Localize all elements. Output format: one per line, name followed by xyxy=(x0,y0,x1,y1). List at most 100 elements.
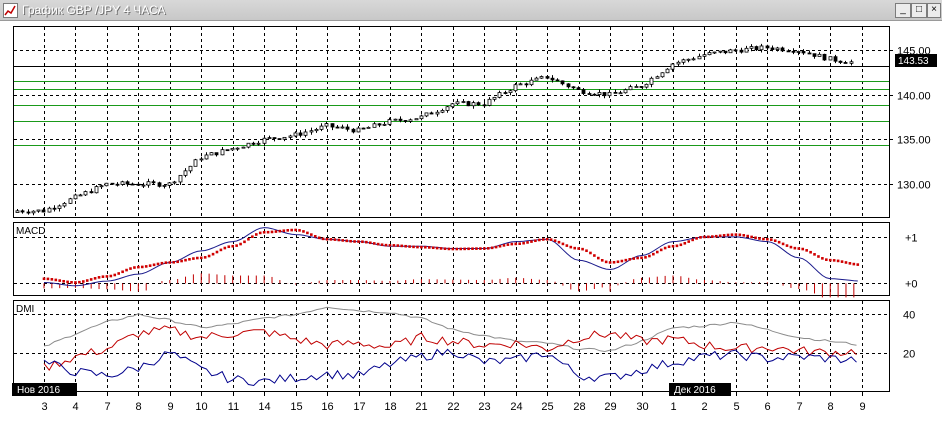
candle-body xyxy=(508,90,513,94)
signal-dot xyxy=(439,247,443,250)
dmi-tick-label: 20 xyxy=(903,349,915,361)
candle-body xyxy=(524,83,529,86)
signal-dot xyxy=(443,247,447,251)
candle-body xyxy=(110,182,115,185)
signal-dot xyxy=(251,235,254,238)
candle-body xyxy=(555,79,560,82)
signal-dot xyxy=(310,233,313,236)
candle-body xyxy=(817,53,822,57)
candle-body xyxy=(235,147,240,150)
signal-dot xyxy=(541,238,545,241)
chart-svg[interactable]: 3 4 7 8 9 10 11 14 15 16 17 18 21 22 23 24 25 28 29 30 1 2 5 6 7… xyxy=(10,23,941,418)
candle-body xyxy=(398,118,403,121)
signal-dot xyxy=(506,243,510,246)
signal-dot xyxy=(632,257,635,260)
signal-dot xyxy=(341,239,345,242)
signal-dot xyxy=(612,260,616,264)
signal-dot xyxy=(380,243,384,247)
signal-dot xyxy=(730,233,734,237)
candle-body xyxy=(744,47,749,53)
candle-body xyxy=(68,198,73,204)
adx-line xyxy=(43,306,857,353)
candle-body xyxy=(670,63,675,70)
signal-dot xyxy=(644,256,647,259)
window-titlebar[interactable]: График GBP /JPY 4 ЧАСА _ □ × xyxy=(0,0,942,21)
signal-dot xyxy=(553,239,557,243)
candle-body xyxy=(780,47,785,52)
candle-body xyxy=(602,92,607,97)
signal-dot xyxy=(412,245,415,249)
signal-dot xyxy=(754,236,757,240)
signal-dot xyxy=(777,240,781,244)
candle-body xyxy=(723,50,728,54)
candle-body xyxy=(136,183,141,186)
signal-dot xyxy=(361,240,364,244)
candle-body xyxy=(225,149,230,152)
candle-body xyxy=(424,112,429,117)
signal-dot xyxy=(372,242,376,245)
day-tick-label: 23 xyxy=(478,401,490,413)
candle-body xyxy=(791,50,796,53)
signal-dot xyxy=(262,230,266,234)
signal-dot xyxy=(89,278,93,281)
signal-dot xyxy=(176,260,179,264)
candle-body xyxy=(597,92,602,95)
day-tick-label: 1 xyxy=(670,401,676,413)
window-title: График GBP /JPY 4 ЧАСА xyxy=(22,3,166,17)
candle-body xyxy=(487,98,492,106)
signal-dot xyxy=(42,277,46,281)
signal-dot xyxy=(490,246,494,250)
macd-panel[interactable] xyxy=(13,222,890,296)
signal-dot xyxy=(325,237,329,241)
day-tick-label: 24 xyxy=(510,401,522,413)
signal-dot xyxy=(573,246,577,250)
signal-dot xyxy=(451,247,455,251)
maximize-button[interactable]: □ xyxy=(911,3,927,18)
signal-dot xyxy=(278,229,282,233)
candle-body xyxy=(36,209,41,212)
candle-body xyxy=(267,137,272,139)
signal-dot xyxy=(298,229,301,232)
signal-dot xyxy=(581,247,584,251)
signal-dot xyxy=(817,255,820,258)
signal-dot xyxy=(463,247,466,251)
signal-dot xyxy=(569,245,573,249)
dmi-plot xyxy=(43,306,857,387)
signal-dot xyxy=(78,280,81,284)
signal-dot xyxy=(93,277,97,280)
candle-body xyxy=(707,52,712,56)
signal-dot xyxy=(805,249,808,252)
day-tick-label: 3 xyxy=(41,401,47,413)
signal-dot xyxy=(376,242,380,246)
signal-dot xyxy=(475,247,478,250)
price-candles xyxy=(15,43,854,216)
macd-line xyxy=(43,227,858,287)
month-label-nov: Нов 2016 xyxy=(17,385,61,396)
signal-dot xyxy=(687,240,691,243)
close-button[interactable]: × xyxy=(927,3,941,18)
candle-body xyxy=(324,123,329,127)
candle-body xyxy=(220,149,225,156)
dmi-label: DMI xyxy=(16,304,34,315)
signal-dot xyxy=(211,252,215,256)
chart-area[interactable]: 3 4 7 8 9 10 11 14 15 16 17 18 21 22 23 24 25 28 29 30 1 2 5 6 7… xyxy=(10,23,941,418)
signal-dot xyxy=(207,254,211,258)
candle-body xyxy=(293,132,298,137)
candle-body xyxy=(592,93,597,96)
candle-body xyxy=(613,91,618,94)
signal-dot xyxy=(290,228,293,232)
signal-dot xyxy=(695,237,698,240)
dmi-panel[interactable] xyxy=(13,300,890,392)
signal-dot xyxy=(333,238,337,241)
minimize-button[interactable]: _ xyxy=(895,3,911,18)
signal-dot xyxy=(203,256,207,259)
candle-body xyxy=(754,46,759,51)
signal-dot xyxy=(404,244,407,248)
candle-body xyxy=(73,194,78,200)
candle-body xyxy=(828,56,833,61)
candle-body xyxy=(786,50,791,53)
candle-body xyxy=(377,123,382,126)
signal-dot xyxy=(825,258,828,261)
candle-body xyxy=(775,47,780,50)
candle-body xyxy=(849,61,854,64)
